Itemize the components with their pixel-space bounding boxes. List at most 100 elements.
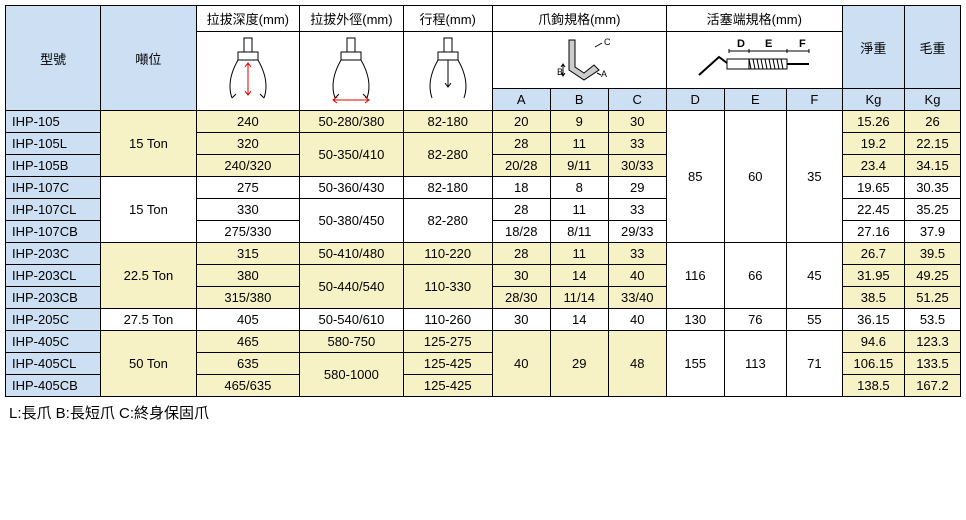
piston-icon: D E F [666, 32, 842, 89]
cell: 34.15 [904, 155, 960, 177]
cell: 20/28 [492, 155, 550, 177]
cell: 380 [196, 265, 300, 287]
cell: 580-750 [300, 331, 404, 353]
cell: 465 [196, 331, 300, 353]
hdr-model: 型號 [6, 6, 101, 111]
cell: 23.4 [842, 155, 904, 177]
hdr-C: C [608, 89, 666, 111]
cell: 51.25 [904, 287, 960, 309]
table-row: IHP-203C22.5 Ton31550-410/480110-2202811… [6, 243, 961, 265]
cell: 9/11 [550, 155, 608, 177]
cell: 315/380 [196, 287, 300, 309]
cell: 82-280 [403, 199, 492, 243]
cell: 38.5 [842, 287, 904, 309]
cell: 11 [550, 199, 608, 221]
cell: 85 [666, 111, 724, 243]
cell: IHP-203CB [6, 287, 101, 309]
cell: 240/320 [196, 155, 300, 177]
cell: 130 [666, 309, 724, 331]
legend-note: L:長爪 B:長短爪 C:終身保固爪 [5, 402, 961, 423]
cell: 11 [550, 243, 608, 265]
cell: 14 [550, 265, 608, 287]
cell: 39.5 [904, 243, 960, 265]
hdr-piston: 活塞端規格(mm) [666, 6, 842, 32]
hdr-D: D [666, 89, 724, 111]
cell: 28/30 [492, 287, 550, 309]
cell: 33 [608, 199, 666, 221]
cell: 48 [608, 331, 666, 397]
cell: 19.65 [842, 177, 904, 199]
cell: 110-220 [403, 243, 492, 265]
cell: 11/14 [550, 287, 608, 309]
cell: 33 [608, 133, 666, 155]
cell: 33 [608, 243, 666, 265]
hdr-A: A [492, 89, 550, 111]
cell: 37.9 [904, 221, 960, 243]
cell: 82-180 [403, 111, 492, 133]
cell: 22.45 [842, 199, 904, 221]
depth-icon [196, 32, 300, 111]
cell: 50-360/430 [300, 177, 404, 199]
cell: 22.15 [904, 133, 960, 155]
cell: 240 [196, 111, 300, 133]
cell: 30.35 [904, 177, 960, 199]
cell: 26 [904, 111, 960, 133]
cell: 29/33 [608, 221, 666, 243]
cell: 116 [666, 243, 724, 309]
cell: 275/330 [196, 221, 300, 243]
cell: 167.2 [904, 375, 960, 397]
cell: 30/33 [608, 155, 666, 177]
cell: 18/28 [492, 221, 550, 243]
cell: 19.2 [842, 133, 904, 155]
table-row: IHP-10515 Ton24050-280/38082-18020930856… [6, 111, 961, 133]
cell: 580-1000 [300, 353, 404, 397]
cell: 35 [786, 111, 842, 243]
cell: 315 [196, 243, 300, 265]
cell: 60 [724, 111, 786, 243]
cell: 125-275 [403, 331, 492, 353]
claw-icon: C A B [492, 32, 666, 89]
cell: 28 [492, 199, 550, 221]
hdr-E: E [724, 89, 786, 111]
hdr-kg1: Kg [842, 89, 904, 111]
hdr-B: B [550, 89, 608, 111]
svg-text:C: C [604, 37, 611, 47]
cell: 55 [786, 309, 842, 331]
cell: 53.5 [904, 309, 960, 331]
cell: 33/40 [608, 287, 666, 309]
hdr-od: 拉拔外徑(mm) [300, 6, 404, 32]
cell: 635 [196, 353, 300, 375]
table-row: IHP-205C27.5 Ton40550-540/610110-2603014… [6, 309, 961, 331]
cell: 50-380/450 [300, 199, 404, 243]
cell: IHP-105L [6, 133, 101, 155]
cell: 82-180 [403, 177, 492, 199]
cell: IHP-107C [6, 177, 101, 199]
cell: IHP-205C [6, 309, 101, 331]
svg-text:D: D [737, 38, 745, 50]
cell: 94.6 [842, 331, 904, 353]
cell: 113 [724, 331, 786, 397]
cell: 50-440/540 [300, 265, 404, 309]
cell: 22.5 Ton [101, 243, 196, 309]
cell: 31.95 [842, 265, 904, 287]
cell: 28 [492, 243, 550, 265]
cell: 405 [196, 309, 300, 331]
cell: 11 [550, 133, 608, 155]
cell: 155 [666, 331, 724, 397]
cell: 50-540/610 [300, 309, 404, 331]
cell: 18 [492, 177, 550, 199]
cell: 29 [608, 177, 666, 199]
cell: IHP-107CL [6, 199, 101, 221]
cell: 330 [196, 199, 300, 221]
cell: 110-330 [403, 265, 492, 309]
cell: 30 [492, 265, 550, 287]
cell: 30 [492, 309, 550, 331]
cell: 49.25 [904, 265, 960, 287]
cell: 133.5 [904, 353, 960, 375]
hdr-kg2: Kg [904, 89, 960, 111]
cell: 275 [196, 177, 300, 199]
cell: 29 [550, 331, 608, 397]
cell: 50 Ton [101, 331, 196, 397]
hdr-depth: 拉拔深度(mm) [196, 6, 300, 32]
cell: 66 [724, 243, 786, 309]
